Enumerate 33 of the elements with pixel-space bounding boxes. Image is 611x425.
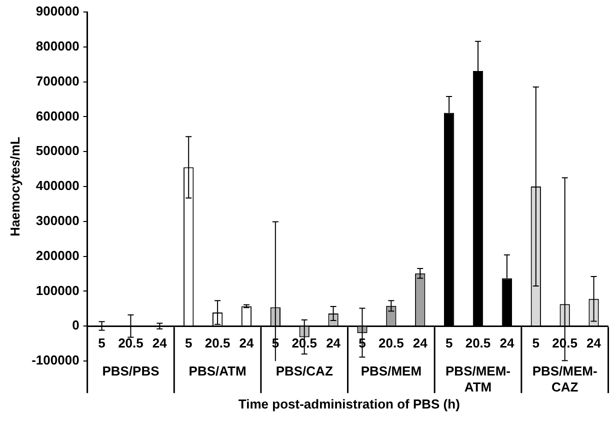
x-tick-label: 24 — [412, 335, 428, 350]
x-tick-label: 5 — [445, 335, 453, 350]
x-tick-label: 5 — [532, 335, 540, 350]
x-tick-label: 24 — [326, 335, 342, 350]
x-tick-label: 20.5 — [204, 335, 230, 350]
text: PBS/MEM — [360, 364, 422, 379]
y-axis-title: Haemocytes/mL — [7, 136, 22, 236]
text: PBS/MEM-CAZ — [532, 364, 598, 395]
text: PBS/PBS — [102, 364, 160, 379]
y-tick-label: 700000 — [36, 73, 80, 88]
x-tick-label: 20.5 — [465, 335, 491, 350]
y-tick-label: 0 — [72, 318, 80, 333]
x-tick-label: 20.5 — [378, 335, 404, 350]
text: PBS/ATM — [188, 364, 246, 379]
y-tick-label: 600000 — [36, 108, 80, 124]
y-tick-label: 400000 — [36, 178, 80, 194]
text: PBS/CAZ — [276, 364, 333, 379]
y-tick-label: 300000 — [36, 212, 80, 228]
y-tick-label: 500000 — [36, 143, 80, 158]
x-tick-label: 5 — [184, 335, 192, 350]
y-tick-label: 100000 — [36, 282, 80, 298]
x-tick-label: 24 — [586, 335, 602, 350]
x-tick-label: 5 — [98, 335, 106, 350]
text: PBS/MEM-ATM — [446, 364, 511, 395]
y-tick-label: 200000 — [36, 248, 80, 263]
x-tick-label: 24 — [500, 335, 515, 350]
y-tick-label: 900000 — [36, 4, 80, 19]
x-tick-label: 20.5 — [118, 335, 144, 350]
y-tick-label: -100000 — [32, 352, 80, 368]
x-tick-label: 24 — [239, 335, 254, 350]
x-axis-title: Time post-administration of PBS (h) — [238, 396, 460, 412]
y-tick-label: 800000 — [36, 38, 80, 54]
x-tick-label: 24 — [152, 335, 168, 350]
